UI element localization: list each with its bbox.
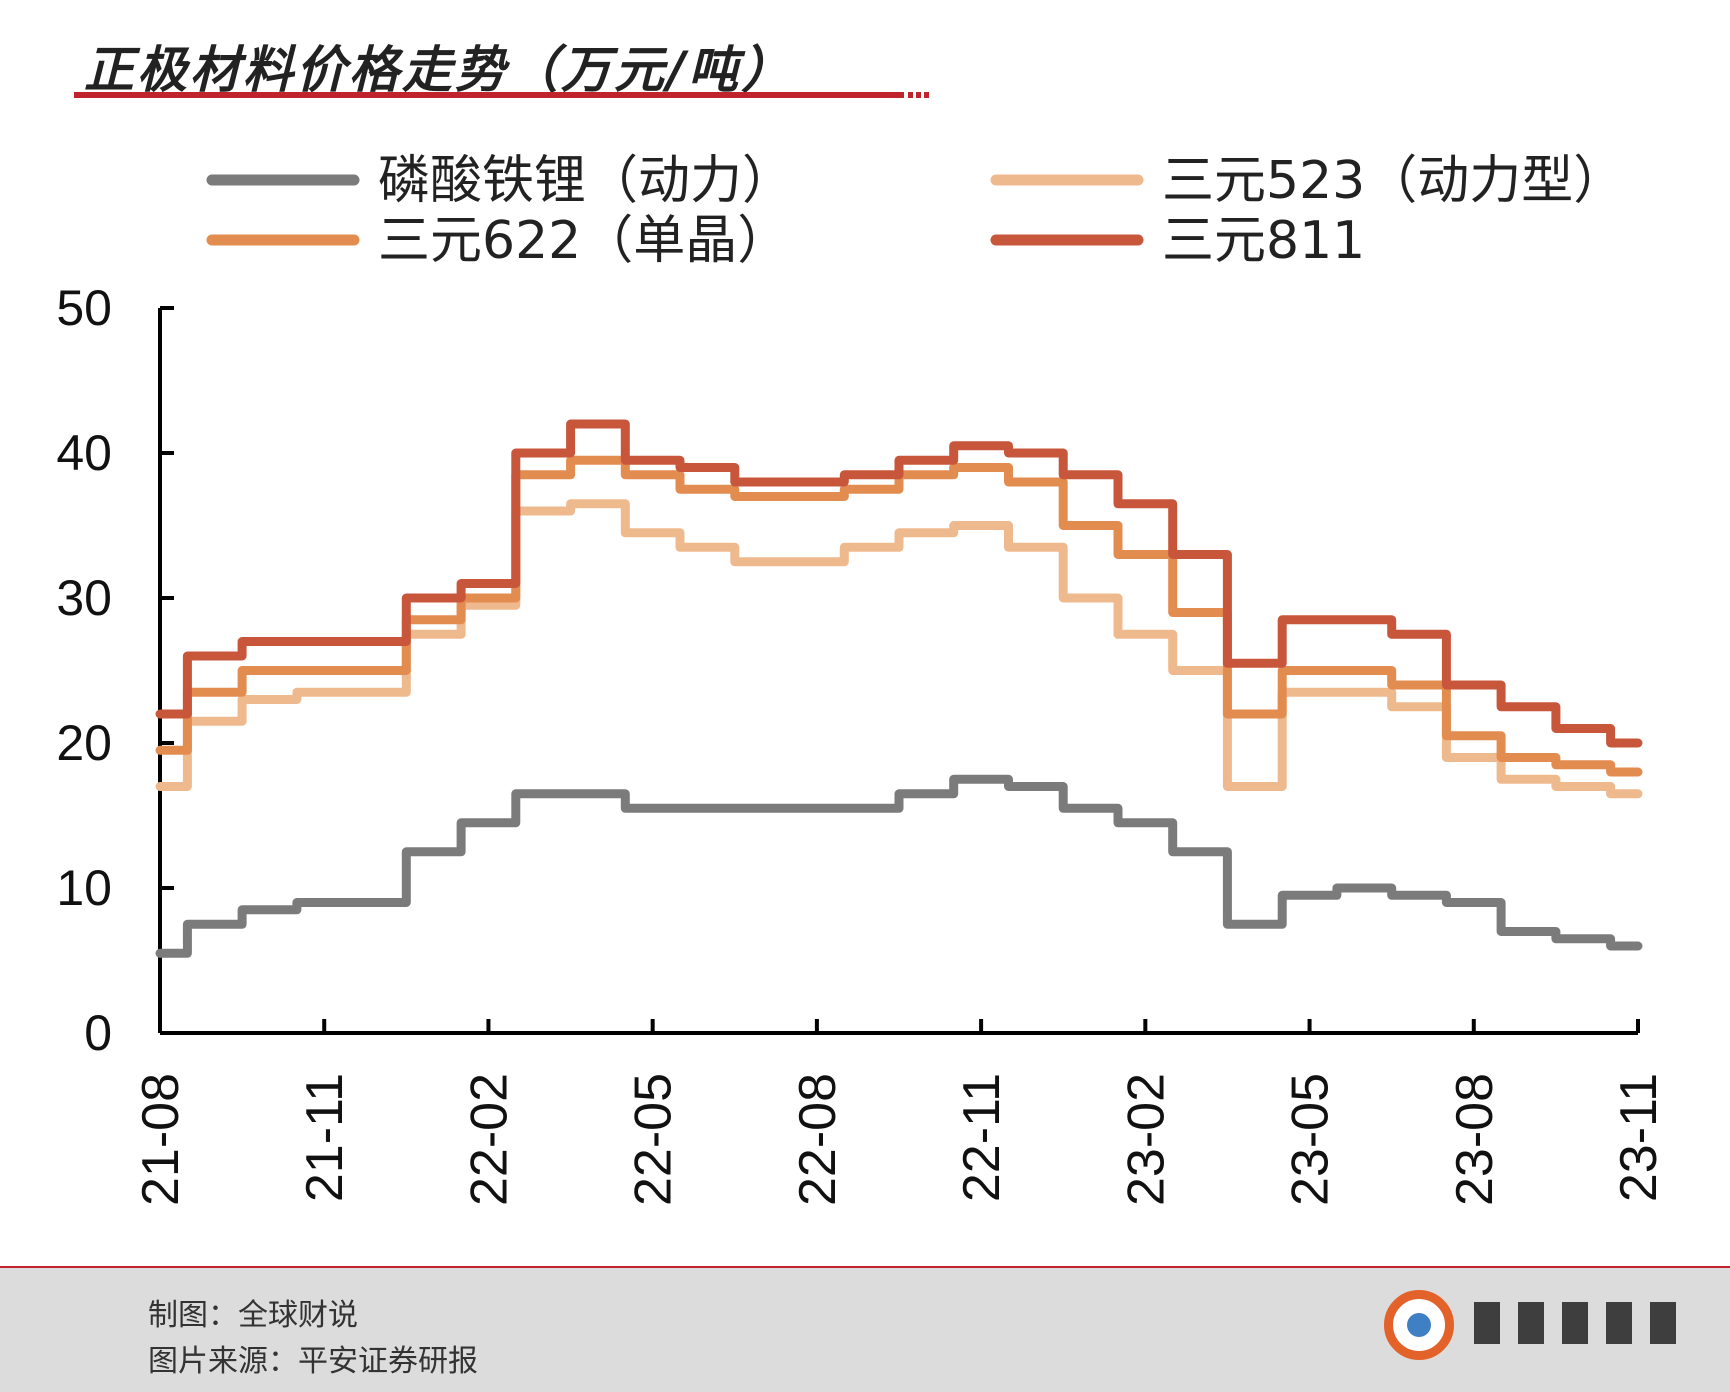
x-tick-label: 23-02 xyxy=(1117,1073,1175,1206)
x-tick-label: 23-11 xyxy=(1610,1073,1668,1202)
y-tick-label: 20 xyxy=(56,715,112,771)
title-underline xyxy=(74,92,904,98)
brand-logo-icon xyxy=(1384,1290,1454,1360)
legend-label: 三元811 xyxy=(1162,211,1365,271)
legend-label: 三元622（单晶） xyxy=(378,211,789,271)
series-line-1 xyxy=(155,774,1643,958)
title-underline-tail xyxy=(908,92,930,98)
x-tick-label: 22-08 xyxy=(789,1073,847,1206)
chart-series xyxy=(155,419,1643,958)
footer-credit: 制图：全球财说 xyxy=(148,1298,358,1333)
y-tick-label: 0 xyxy=(84,1005,112,1061)
chart-axes: 0 10 20 30 40 50 21-08 21-11 22-02 22-05 22-08 22-1… xyxy=(56,280,1668,1206)
x-tick-label: 21-11 xyxy=(296,1073,354,1202)
series-line-4 xyxy=(155,419,1643,748)
series-line-3 xyxy=(155,455,1643,777)
globe-icon xyxy=(1407,1313,1431,1337)
legend-label: 三元523（动力型） xyxy=(1162,151,1625,211)
y-tick-label: 40 xyxy=(56,425,112,481)
line-chart: 磷酸铁锂（动力） 三元523（动力型） 三元622（单晶） 三元811 0 10 20 30… xyxy=(56,151,1668,1206)
legend-label: 磷酸铁锂（动力） xyxy=(378,151,794,211)
x-tick-label: 22-05 xyxy=(625,1073,683,1206)
x-tick-label: 21-08 xyxy=(132,1073,190,1206)
brand-wordmark xyxy=(1474,1302,1694,1344)
y-tick-label: 50 xyxy=(56,280,112,336)
y-tick-label: 30 xyxy=(56,570,112,626)
footer-source: 图片来源：平安证券研报 xyxy=(148,1344,478,1379)
x-tick-label: 23-05 xyxy=(1282,1073,1340,1206)
x-tick-label: 22-11 xyxy=(953,1073,1011,1202)
x-tick-label: 22-02 xyxy=(460,1073,518,1206)
legend: 磷酸铁锂（动力） 三元523（动力型） 三元622（单晶） 三元811 xyxy=(206,151,1625,271)
x-tick-label: 23-08 xyxy=(1446,1073,1504,1206)
chart-title: 正极材料价格走势（万元/吨） xyxy=(84,41,795,99)
y-tick-label: 10 xyxy=(56,860,112,916)
series-line-2 xyxy=(155,499,1643,799)
